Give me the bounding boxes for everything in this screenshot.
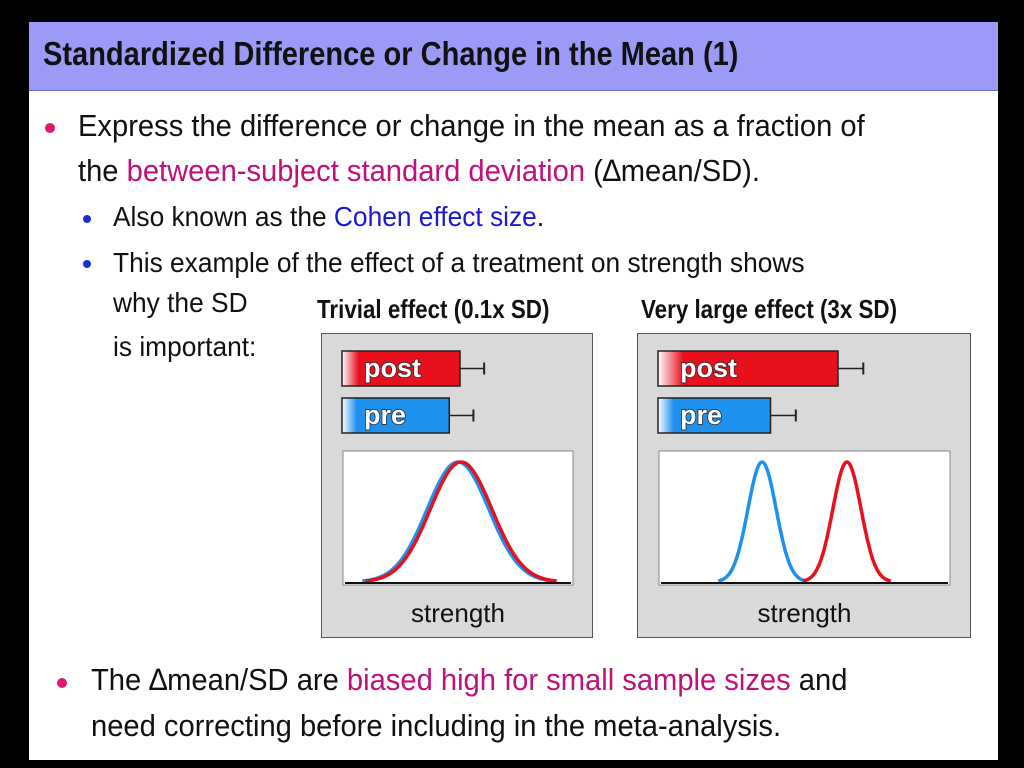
bullet1-line2: the between-subject standard deviation (…	[78, 153, 760, 189]
bar-pre-label: pre	[680, 400, 722, 430]
cohen-effect-size-highlight: Cohen effect size	[333, 201, 537, 232]
sub-bullet-icon	[83, 215, 91, 223]
chart1-panel: post pre strength	[321, 333, 593, 638]
bar-pre: pre	[341, 397, 475, 434]
distribution-plot-area	[658, 450, 951, 586]
bar-pre-rect	[657, 397, 772, 434]
bullet1a-post: .	[536, 201, 545, 232]
bullet1a-pre: Also known as the	[113, 201, 334, 232]
bullet1-line2-post: (∆mean/SD).	[585, 153, 760, 188]
chart2-svg: post pre strength	[657, 350, 951, 628]
bar-post-rect	[657, 350, 839, 387]
bullet1-line2-pre: the	[78, 153, 127, 188]
distribution-curve-post	[365, 460, 557, 583]
bullet-icon	[45, 123, 55, 133]
x-axis-label: strength	[758, 598, 852, 628]
title-bar: Standardized Difference or Change in the…	[29, 22, 998, 91]
distribution-curve-pre	[717, 460, 807, 583]
bar-pre: pre	[657, 397, 797, 434]
bar-post-rect	[341, 350, 461, 387]
bullet2-pre: The ∆mean/SD are	[91, 662, 347, 697]
bullet2-line2: need correcting before including in the …	[91, 708, 782, 743]
bar-post-label: post	[364, 353, 421, 383]
distribution-curve-post	[802, 460, 892, 583]
bar-post: post	[657, 350, 865, 387]
slide: Standardized Difference or Change in the…	[29, 22, 998, 760]
bar-post: post	[341, 350, 486, 387]
slide-title: Standardized Difference or Change in the…	[43, 35, 739, 72]
chart2-panel: post pre strength	[637, 333, 971, 638]
sub-bullet-icon	[83, 260, 91, 268]
between-subject-sd-highlight: between-subject standard deviation	[126, 153, 586, 188]
chart1-title: Trivial effect (0.1x SD)	[317, 294, 550, 324]
bullet2-line1: The ∆mean/SD are biased high for small s…	[91, 662, 847, 698]
bar-post-label: post	[680, 353, 737, 383]
x-axis-label: strength	[411, 598, 505, 628]
chart1-svg: post pre strength	[341, 350, 574, 628]
chart2-title: Very large effect (3x SD)	[641, 294, 898, 324]
biased-high-highlight: biased high for small sample sizes	[346, 662, 791, 697]
bullet1-line1: Express the difference or change in the …	[78, 108, 865, 143]
bar-pre-label: pre	[364, 400, 406, 430]
distribution-plot-area	[342, 450, 574, 586]
bullet-icon	[57, 678, 67, 688]
bullet1b-line3: is important:	[113, 331, 257, 362]
bullet1b-line1: This example of the effect of a treatmen…	[113, 247, 805, 278]
bullet1a-line: Also known as the Cohen effect size.	[113, 201, 544, 233]
bullet1b-line2: why the SD	[113, 287, 248, 318]
bullet2-post: and	[790, 662, 848, 697]
